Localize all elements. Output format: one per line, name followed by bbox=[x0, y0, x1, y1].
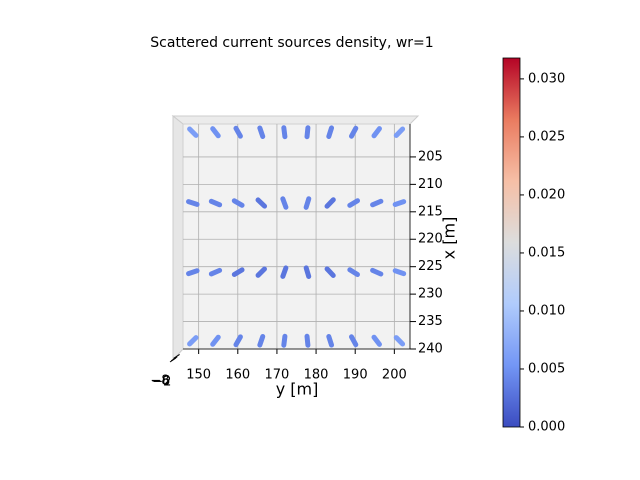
x-tick-label: 215 bbox=[418, 204, 443, 219]
source-point bbox=[257, 125, 266, 139]
y-tick-label: 180 bbox=[304, 368, 329, 383]
colorbar-tick-label: 0.010 bbox=[528, 303, 565, 318]
source-point bbox=[370, 198, 384, 208]
source-point bbox=[303, 196, 312, 210]
colorbar-tick-label: 0.015 bbox=[528, 245, 565, 260]
source-point bbox=[255, 197, 268, 209]
source-point bbox=[371, 334, 382, 347]
source-point bbox=[392, 199, 407, 207]
x-tick-label: 210 bbox=[418, 177, 443, 192]
source-point bbox=[392, 268, 407, 277]
source-point bbox=[186, 199, 200, 207]
tick-mark bbox=[170, 356, 178, 362]
source-point bbox=[347, 267, 360, 278]
tick-mark bbox=[173, 353, 180, 359]
source-point bbox=[280, 265, 289, 279]
colorbar-tick-label: 0.020 bbox=[528, 187, 565, 202]
source-point bbox=[208, 267, 223, 277]
y-tick-label: 190 bbox=[343, 368, 368, 383]
source-point bbox=[233, 334, 243, 348]
source-point bbox=[187, 335, 199, 347]
source-point bbox=[255, 266, 267, 278]
source-point bbox=[326, 333, 335, 348]
source-point bbox=[233, 125, 243, 139]
source-point bbox=[210, 334, 221, 347]
y-tick-label: 150 bbox=[186, 368, 211, 383]
x-tick-label: 230 bbox=[418, 287, 443, 302]
x-tick-label: 240 bbox=[418, 342, 443, 357]
source-point bbox=[257, 334, 266, 348]
source-point bbox=[303, 265, 312, 279]
source-point bbox=[393, 126, 406, 138]
source-point bbox=[370, 267, 384, 277]
source-point bbox=[281, 125, 288, 140]
x-tick-label: 220 bbox=[418, 232, 443, 247]
source-point bbox=[281, 333, 288, 348]
z-tick-label: −6 bbox=[151, 374, 170, 389]
colorbar bbox=[502, 57, 521, 428]
y-tick-label: 160 bbox=[225, 368, 250, 383]
source-point bbox=[348, 334, 359, 348]
x-tick-label: 205 bbox=[418, 149, 443, 164]
source-point bbox=[324, 197, 336, 209]
source-point bbox=[371, 126, 382, 139]
y-axis-label: y [m] bbox=[276, 380, 319, 399]
z-tick-label: −2 bbox=[152, 375, 171, 390]
source-point bbox=[231, 267, 245, 277]
floor-pane bbox=[182, 123, 411, 350]
source-point bbox=[210, 126, 221, 139]
source-point bbox=[304, 125, 311, 140]
chart-title: Scattered current sources density, wr=1 bbox=[150, 35, 433, 51]
source-point bbox=[304, 333, 311, 348]
source-point bbox=[231, 198, 245, 208]
colorbar-tick-label: 0.005 bbox=[528, 361, 565, 376]
z-tick-label: −8 bbox=[150, 374, 169, 389]
source-point bbox=[324, 266, 336, 278]
source-point bbox=[280, 196, 289, 210]
source-point bbox=[208, 198, 223, 208]
source-point bbox=[187, 126, 199, 138]
source-point bbox=[326, 125, 335, 140]
x-tick-label: 225 bbox=[418, 259, 443, 274]
y-tick-label: 170 bbox=[265, 368, 290, 383]
back-pane bbox=[171, 115, 420, 125]
colorbar-tick-label: 0.030 bbox=[528, 71, 565, 86]
source-point bbox=[186, 268, 200, 277]
y-tick-label: 200 bbox=[382, 368, 407, 383]
x-tick-label: 235 bbox=[418, 314, 443, 329]
source-point bbox=[349, 125, 359, 139]
colorbar-tick-label: 0.000 bbox=[528, 420, 565, 435]
source-point bbox=[393, 335, 406, 347]
side-pane bbox=[172, 114, 184, 362]
x-axis-label: x [m] bbox=[440, 217, 459, 260]
source-point bbox=[347, 198, 361, 208]
colorbar-tick-label: 0.025 bbox=[528, 129, 565, 144]
